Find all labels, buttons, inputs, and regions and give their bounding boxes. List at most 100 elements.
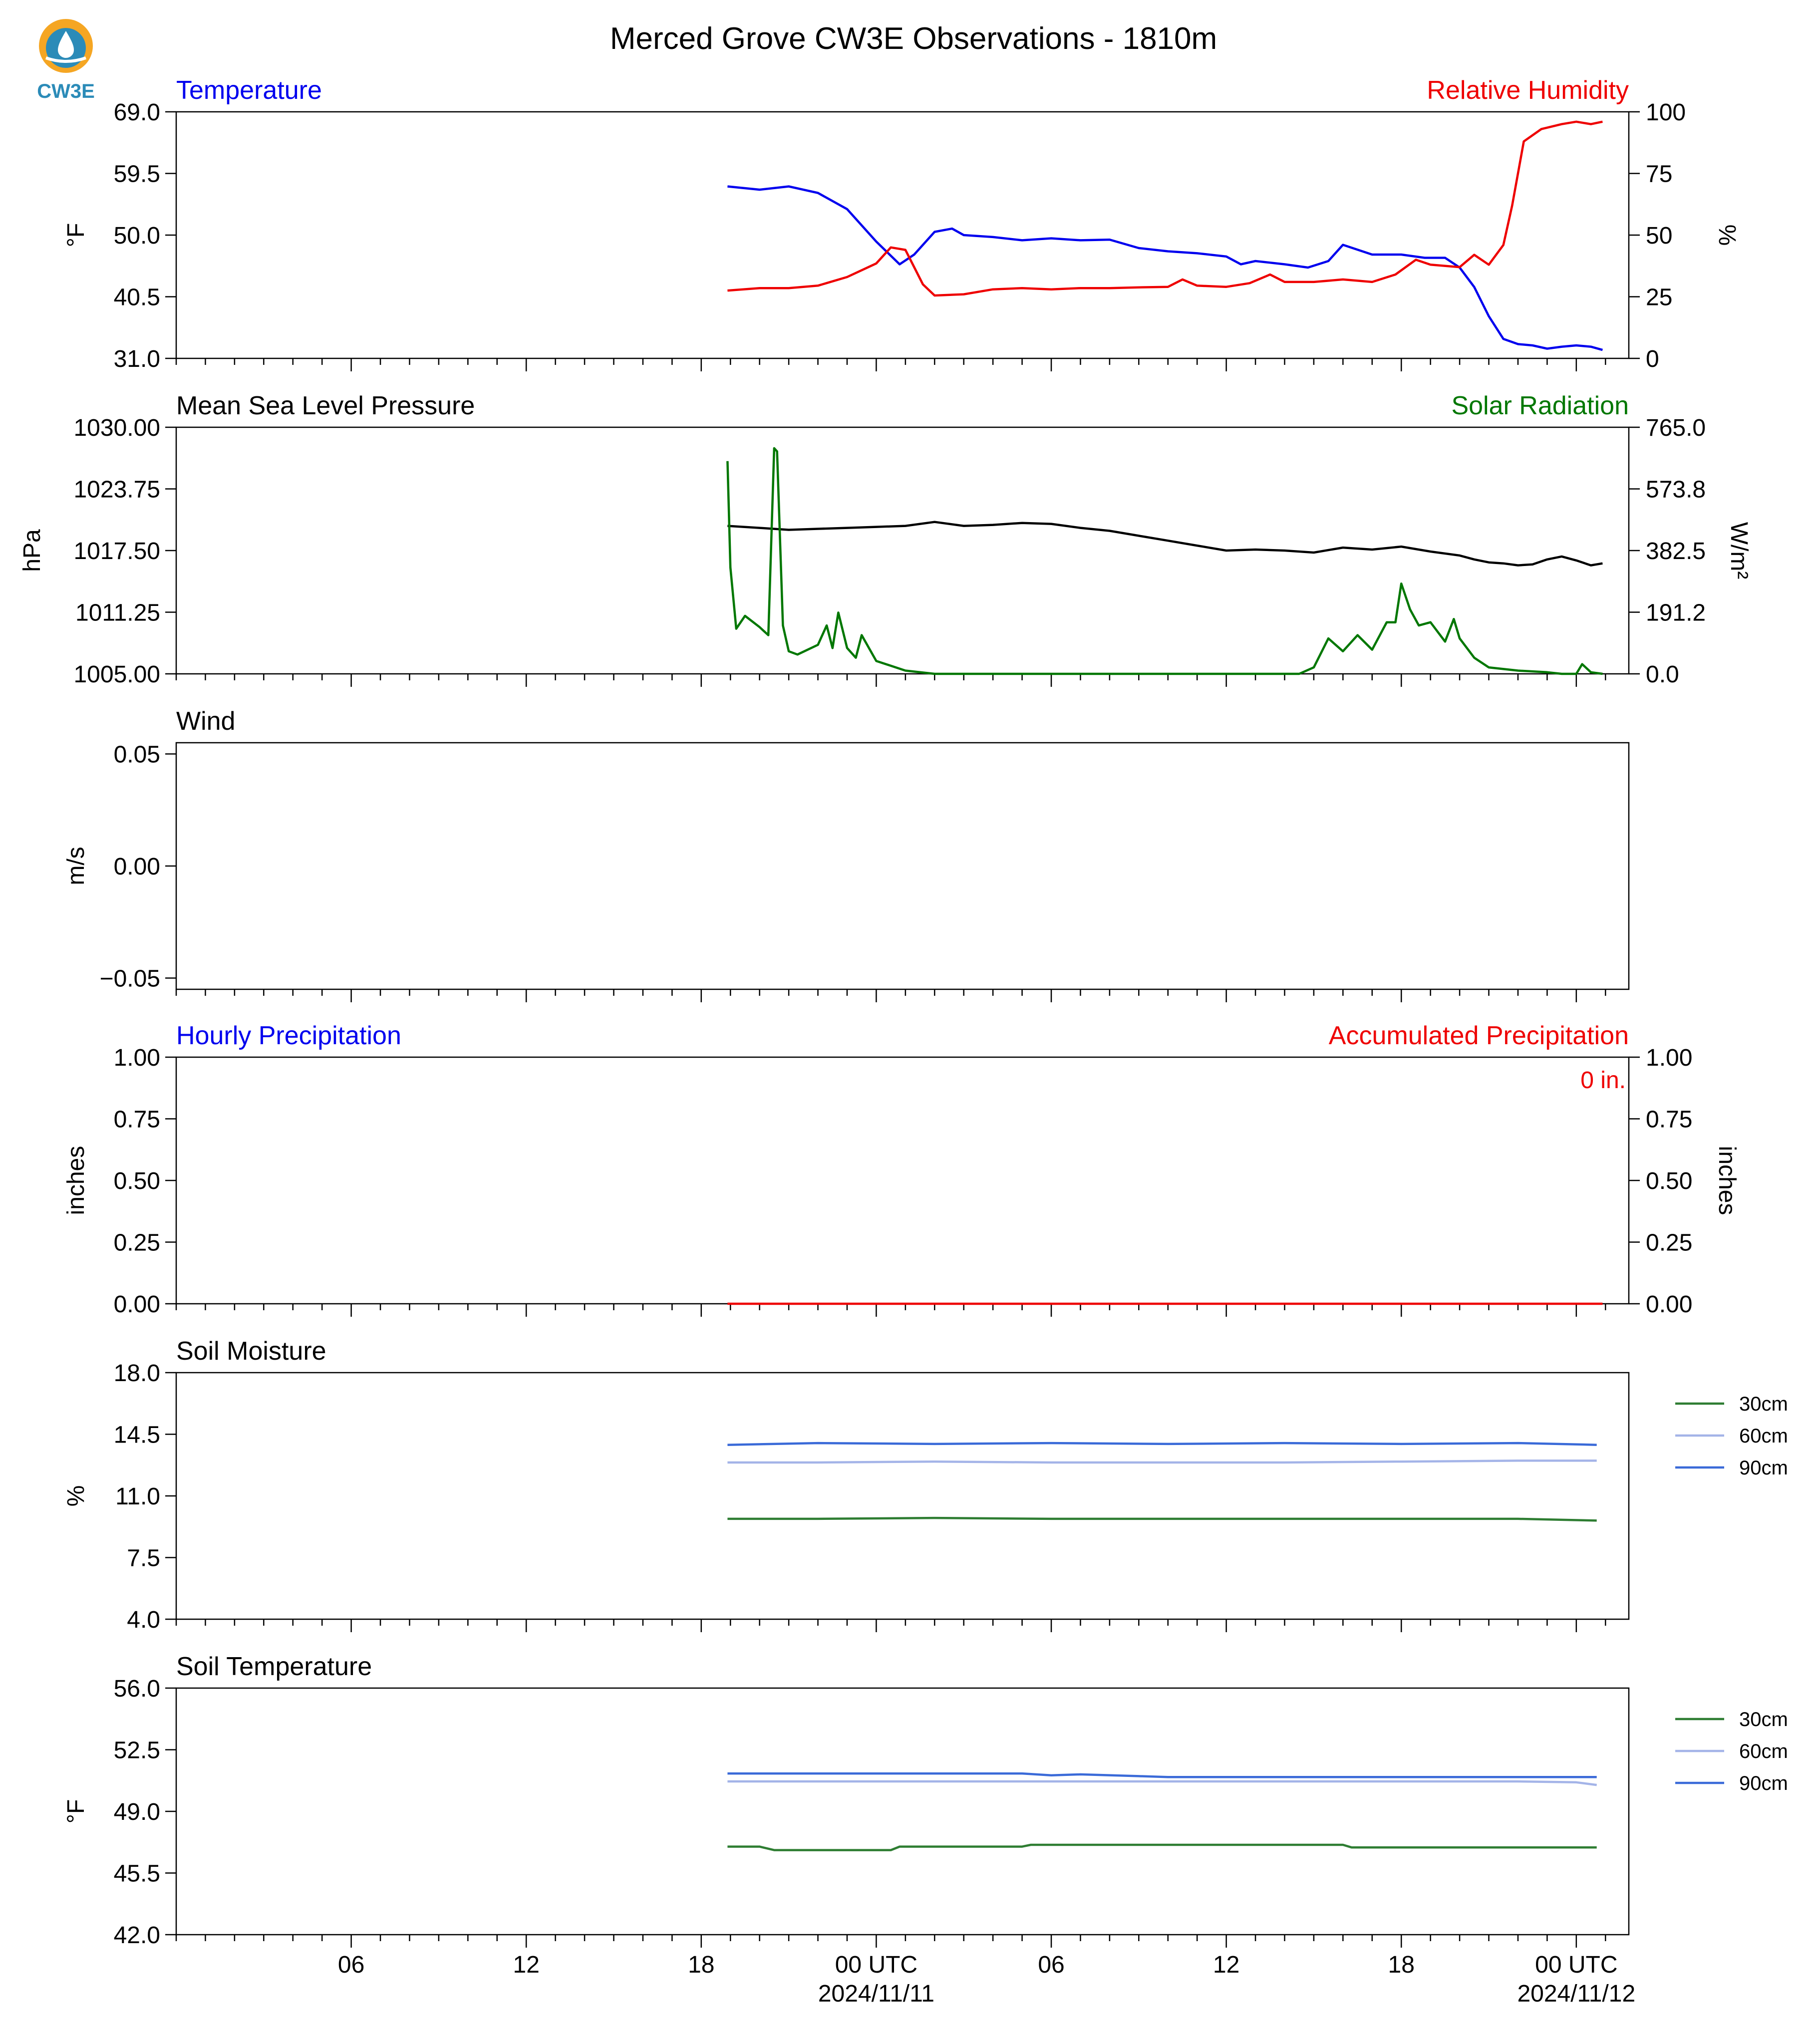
y-tick-label: 59.5 bbox=[114, 161, 160, 188]
y-tick-label: 1.00 bbox=[114, 1045, 160, 1071]
legend-label: 90cm bbox=[1739, 1772, 1788, 1794]
y-right-axis-label: W/m² bbox=[1726, 522, 1752, 579]
y-tick-label: −0.05 bbox=[100, 966, 160, 992]
y-axis-label: % bbox=[63, 1485, 89, 1507]
x-tick-label: 06 bbox=[1038, 1952, 1064, 1978]
series-line-humidity bbox=[727, 120, 1603, 297]
figure-title: Merced Grove CW3E Observations - 1810m bbox=[610, 21, 1217, 56]
series-line-90cm bbox=[727, 1772, 1597, 1778]
panel-title-left: Hourly Precipitation bbox=[176, 1021, 401, 1050]
series-line-30cm bbox=[727, 1516, 1597, 1522]
y-right-tick-label: 0.00 bbox=[1646, 1291, 1692, 1318]
y-tick-label: 45.5 bbox=[114, 1861, 160, 1887]
legend-label: 30cm bbox=[1739, 1393, 1788, 1415]
y-right-tick-label: 100 bbox=[1646, 99, 1686, 126]
y-tick-label: 0.25 bbox=[114, 1230, 160, 1256]
y-tick-label: 18.0 bbox=[114, 1360, 160, 1387]
logo-text: CW3E bbox=[37, 80, 95, 102]
series-line-60cm bbox=[727, 1780, 1597, 1786]
y-right-tick-label: 50 bbox=[1646, 223, 1672, 249]
panel-title-left: Mean Sea Level Pressure bbox=[176, 391, 475, 420]
x-tick-date-label: 2024/11/11 bbox=[818, 1981, 934, 2007]
y-tick-label: 42.0 bbox=[114, 1922, 160, 1949]
y-right-tick-label: 0.0 bbox=[1646, 661, 1679, 688]
legend-label: 90cm bbox=[1739, 1457, 1788, 1479]
series-line-90cm bbox=[727, 1442, 1597, 1446]
y-right-axis-label: inches bbox=[1714, 1146, 1740, 1215]
logo-drop-icon bbox=[58, 31, 74, 58]
panel-soil-temperature: Soil Temperature 56.0 52.5 49.0 45.5 42.0 °F 06… bbox=[63, 1652, 1788, 2007]
series-line-pressure bbox=[727, 521, 1603, 567]
panel-hourly-precipitation: Hourly Precipitation Accumulated Precipit… bbox=[63, 1021, 1740, 1318]
y-tick-label: 0.75 bbox=[114, 1107, 160, 1133]
y-right-tick-label: 0.25 bbox=[1646, 1230, 1692, 1256]
y-axis-label: °F bbox=[63, 1799, 89, 1824]
y-right-tick-label: 0.50 bbox=[1646, 1168, 1692, 1194]
panel-title-left: Soil Moisture bbox=[176, 1337, 326, 1366]
x-tick-label: 18 bbox=[688, 1952, 714, 1978]
y-right-tick-label: 191.2 bbox=[1646, 600, 1706, 626]
y-right-tick-label: 765.0 bbox=[1646, 415, 1706, 441]
y-tick-label: 0.05 bbox=[114, 741, 160, 768]
y-tick-label: 50.0 bbox=[114, 223, 160, 249]
series-line-60cm bbox=[727, 1459, 1597, 1464]
cw3e-logo: CW3E bbox=[37, 19, 95, 102]
panel-mean-sea-level-pressure: Mean Sea Level Pressure Solar Radiation 10… bbox=[19, 391, 1752, 688]
y-tick-label: 1005.00 bbox=[73, 661, 160, 688]
y-right-tick-label: 75 bbox=[1646, 161, 1672, 188]
y-right-tick-label: 573.8 bbox=[1646, 477, 1706, 503]
y-right-tick-label: 1.00 bbox=[1646, 1045, 1692, 1071]
y-tick-label: 14.5 bbox=[114, 1422, 160, 1449]
panel-title-left: Temperature bbox=[176, 76, 322, 105]
y-tick-label: 0.00 bbox=[114, 854, 160, 880]
x-tick-label: 00 UTC bbox=[1535, 1952, 1617, 1978]
panel-soil-moisture: Soil Moisture 18.0 14.5 11.0 7.5 4.0% 30cm 60cm… bbox=[63, 1337, 1788, 1633]
panel-title-right: Solar Radiation bbox=[1451, 391, 1629, 420]
y-tick-label: 69.0 bbox=[114, 99, 160, 126]
panel-title-right: Relative Humidity bbox=[1427, 76, 1629, 105]
x-tick-date-label: 2024/11/12 bbox=[1517, 1981, 1635, 2007]
panel-temperature: Temperature Relative Humidity 69.0 59.5 50.0… bbox=[63, 76, 1740, 372]
legend-label: 60cm bbox=[1739, 1740, 1788, 1762]
y-tick-label: 52.5 bbox=[114, 1738, 160, 1764]
y-tick-label: 40.5 bbox=[114, 285, 160, 311]
y-tick-label: 11.0 bbox=[115, 1483, 160, 1510]
panel-wind: Wind 0.05 0.00 −0.05 m/s bbox=[63, 707, 1630, 1002]
y-tick-label: 7.5 bbox=[127, 1545, 160, 1572]
y-tick-label: 4.0 bbox=[127, 1607, 160, 1633]
legend-label: 60cm bbox=[1739, 1425, 1788, 1447]
x-tick-label: 06 bbox=[338, 1952, 364, 1978]
panel-title-right: Accumulated Precipitation bbox=[1329, 1021, 1629, 1050]
series-line-solar bbox=[726, 447, 1603, 675]
y-axis-label: °F bbox=[63, 223, 89, 248]
y-tick-label: 1030.00 bbox=[73, 415, 160, 441]
y-axis-label: inches bbox=[63, 1146, 89, 1215]
y-tick-label: 56.0 bbox=[114, 1676, 160, 1702]
y-tick-label: 1011.25 bbox=[75, 600, 160, 626]
x-tick-label: 00 UTC bbox=[835, 1952, 917, 1978]
accumulated-total-label: 0 in. bbox=[1580, 1067, 1626, 1094]
x-tick-label: 12 bbox=[513, 1952, 540, 1978]
y-tick-label: 1023.75 bbox=[73, 477, 160, 503]
panel-title-left: Soil Temperature bbox=[176, 1652, 372, 1681]
panel-title-left: Wind bbox=[176, 707, 235, 736]
y-axis-label: m/s bbox=[63, 847, 89, 885]
y-tick-label: 49.0 bbox=[114, 1799, 160, 1825]
legend-label: 30cm bbox=[1739, 1709, 1788, 1731]
y-right-axis-label: % bbox=[1714, 225, 1740, 246]
y-tick-label: 31.0 bbox=[114, 346, 160, 372]
y-axis-label: hPa bbox=[19, 529, 45, 572]
x-tick-label: 12 bbox=[1213, 1952, 1239, 1978]
y-right-tick-label: 382.5 bbox=[1646, 538, 1706, 565]
x-tick-label: 18 bbox=[1388, 1952, 1415, 1978]
series-line-30cm bbox=[727, 1843, 1597, 1851]
legend: 30cm 60cm 90cm bbox=[1675, 1709, 1788, 1794]
y-tick-label: 0.00 bbox=[114, 1291, 160, 1318]
y-tick-label: 1017.50 bbox=[73, 538, 160, 565]
y-tick-label: 0.50 bbox=[114, 1168, 160, 1194]
y-right-tick-label: 0.75 bbox=[1646, 1107, 1692, 1133]
y-right-tick-label: 25 bbox=[1646, 285, 1672, 311]
legend: 30cm 60cm 90cm bbox=[1675, 1393, 1788, 1479]
